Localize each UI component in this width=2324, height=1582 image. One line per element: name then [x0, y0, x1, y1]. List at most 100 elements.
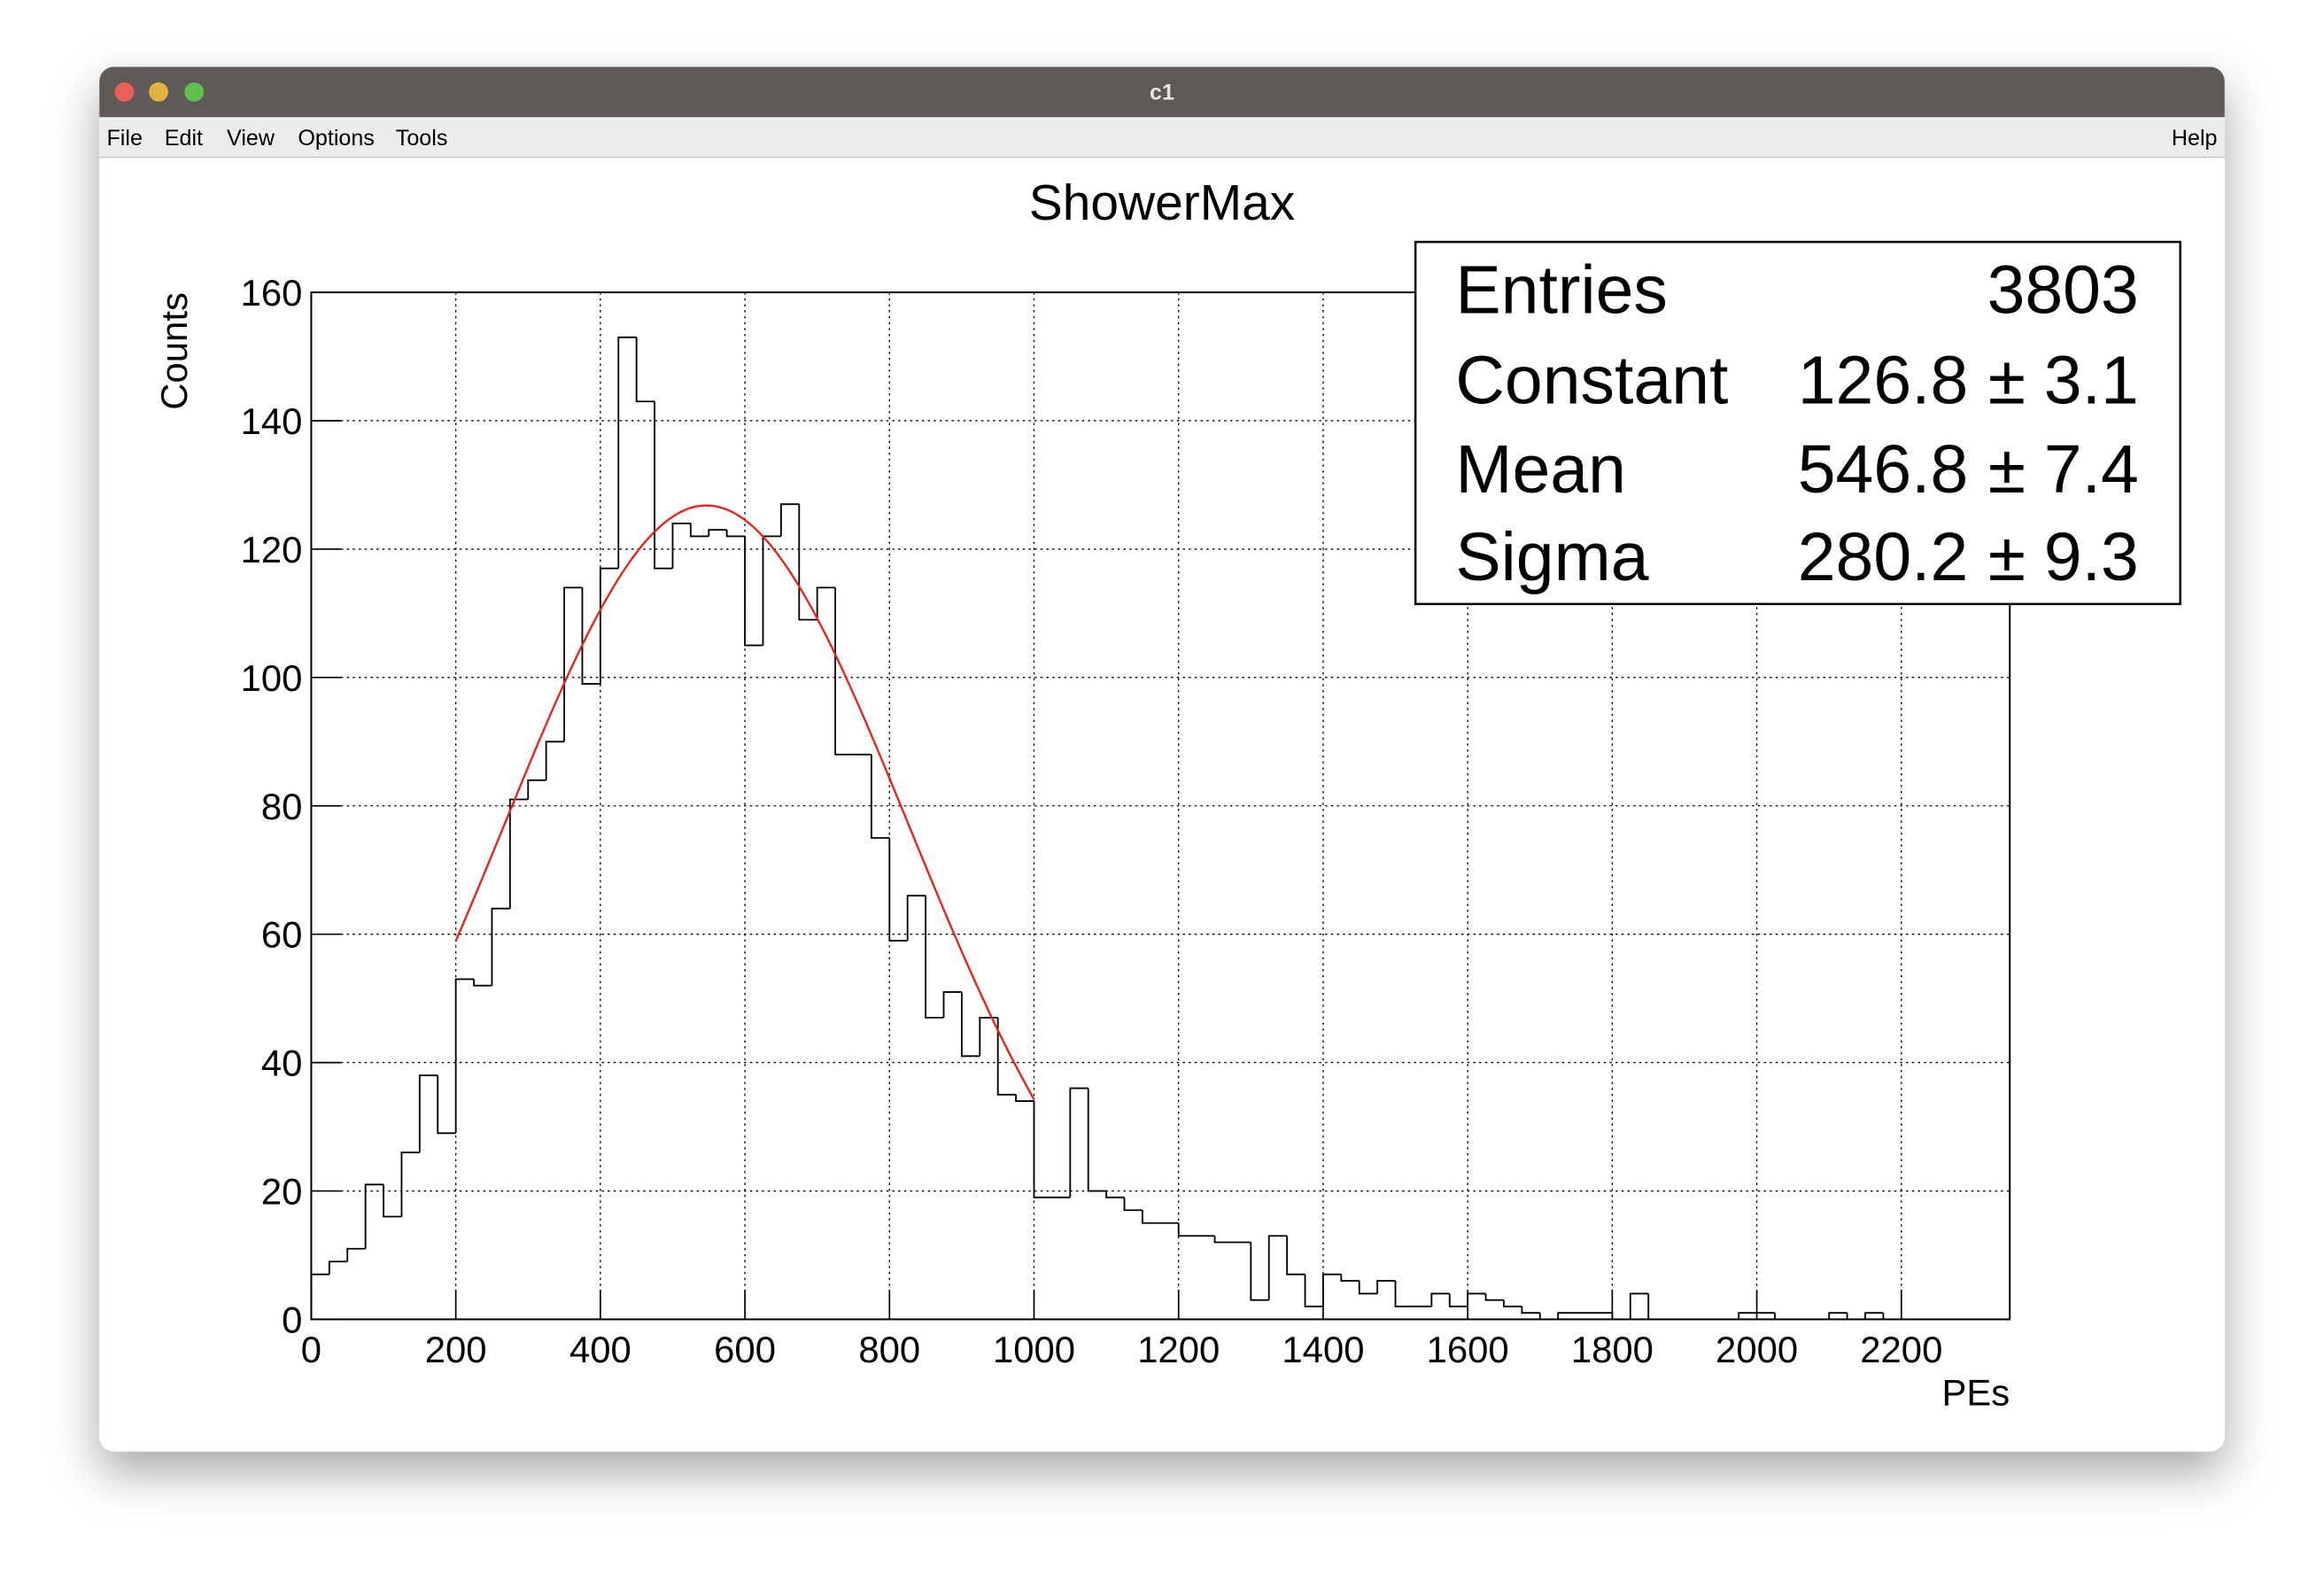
minimize-button[interactable]: [149, 81, 168, 102]
histogram-bin: [635, 337, 655, 403]
x-tick-label: 1000: [993, 1329, 1075, 1370]
stats-name: Sigma: [1455, 519, 1648, 595]
menu-item[interactable]: File: [106, 126, 142, 151]
histogram-bin: [888, 837, 908, 942]
histogram-bin: [1467, 1292, 1486, 1307]
histogram-bin: [1738, 1312, 1757, 1320]
histogram-bin: [508, 798, 529, 909]
title-bar: [99, 66, 2225, 118]
histogram-bin: [1376, 1280, 1396, 1294]
stats-error: 9.3: [2044, 519, 2139, 595]
histogram-bin: [328, 1260, 348, 1275]
histogram-bin: [654, 401, 673, 570]
x-tick-label: 1200: [1137, 1329, 1220, 1370]
x-tick-label: 600: [714, 1329, 776, 1370]
histogram-bin: [1358, 1280, 1378, 1295]
histogram-bin: [473, 979, 492, 987]
histogram-bin: [346, 1247, 366, 1262]
fit-curve: [454, 504, 1035, 1100]
histogram-bin: [1250, 1242, 1269, 1301]
histogram-bin: [1105, 1190, 1125, 1198]
histogram-bin: [689, 523, 709, 538]
histogram-bin: [1213, 1236, 1233, 1244]
histogram-bin: [906, 895, 926, 941]
y-tick-label: 160: [241, 272, 303, 314]
histogram-bin: [1484, 1293, 1504, 1301]
histogram-bin: [834, 587, 854, 756]
close-button[interactable]: [114, 81, 135, 102]
histogram-bin: [925, 896, 944, 1019]
y-tick-label: 40: [261, 1043, 303, 1084]
histogram-bin: [1033, 1101, 1052, 1198]
x-tick-label: 200: [425, 1329, 487, 1370]
stats-error: 3.1: [2044, 343, 2139, 419]
menu-item[interactable]: Tools: [396, 126, 448, 151]
histogram-bin: [1828, 1312, 1848, 1320]
x-tick-label: 0: [301, 1329, 321, 1370]
histogram-bin: [1069, 1087, 1088, 1198]
histogram-bin: [418, 1074, 438, 1153]
histogram-bin: [1521, 1306, 1540, 1314]
histogram-bin: [1177, 1222, 1197, 1237]
stats-separator: ±: [1988, 343, 2026, 419]
histogram-bin: [1304, 1274, 1323, 1307]
histogram-bin: [599, 567, 619, 685]
stats-value: 126.8: [1798, 343, 1969, 419]
histogram-bin: [744, 536, 763, 647]
histogram-bin: [1340, 1274, 1360, 1282]
histogram-bin: [779, 503, 800, 537]
histogram-bin: [725, 530, 746, 538]
histogram-bin: [1286, 1236, 1305, 1276]
y-tick-label: 20: [261, 1171, 303, 1213]
menu-item[interactable]: Options: [298, 126, 374, 151]
stats-box: [1414, 240, 2181, 606]
y-tick-label: 120: [241, 529, 303, 570]
x-tick-label: 1600: [1427, 1329, 1509, 1370]
y-tick-label: 140: [241, 400, 303, 442]
menu-bar: [99, 117, 2225, 158]
histogram-bin: [1864, 1312, 1884, 1320]
histogram-bin: [454, 978, 475, 1134]
y-tick-label: 0: [282, 1299, 302, 1341]
x-tick-label: 400: [569, 1329, 631, 1370]
menu-item[interactable]: Edit: [165, 126, 203, 151]
histogram-bin: [1846, 1313, 1866, 1321]
histogram-bin: [1774, 1313, 1793, 1321]
histogram-bin: [1448, 1293, 1468, 1307]
histogram-bin: [617, 336, 637, 569]
histogram-bin: [1267, 1235, 1288, 1300]
histogram-bin: [942, 990, 962, 1018]
histogram-bin: [1123, 1197, 1143, 1212]
menu-item[interactable]: Help: [2172, 126, 2218, 151]
histogram-bin: [798, 504, 817, 621]
histogram-bin: [1557, 1312, 1576, 1320]
x-tick-label: 800: [858, 1329, 920, 1370]
histogram-bin: [1882, 1313, 1902, 1321]
histogram-bin: [1503, 1299, 1522, 1307]
histogram-bin: [671, 522, 691, 569]
histogram-bin: [545, 741, 565, 780]
zoom-button[interactable]: [184, 81, 205, 102]
histogram-bin: [1142, 1210, 1161, 1224]
stats-error: 7.4: [2044, 431, 2139, 508]
histogram-bin: [527, 779, 546, 800]
stats-value: 546.8: [1798, 431, 1969, 508]
histogram-bin: [400, 1152, 420, 1217]
histogram-bin: [1322, 1273, 1342, 1307]
histogram-bin: [1087, 1088, 1107, 1192]
y-axis-label: Counts: [153, 292, 195, 410]
y-tick-label: 100: [241, 657, 303, 699]
histogram-bin: [581, 587, 600, 685]
x-tick-label: 1800: [1571, 1329, 1654, 1370]
x-tick-label: 1400: [1282, 1329, 1364, 1370]
histogram-bin: [1394, 1280, 1414, 1307]
chart-title: ShowerMax: [1029, 174, 1295, 231]
histogram-bin: [563, 586, 583, 742]
histogram-bin: [364, 1183, 384, 1249]
x-tick-label: 2200: [1860, 1329, 1942, 1370]
menu-item[interactable]: View: [227, 126, 275, 151]
histogram-bin: [383, 1184, 402, 1218]
histogram-bin: [1611, 1313, 1631, 1321]
